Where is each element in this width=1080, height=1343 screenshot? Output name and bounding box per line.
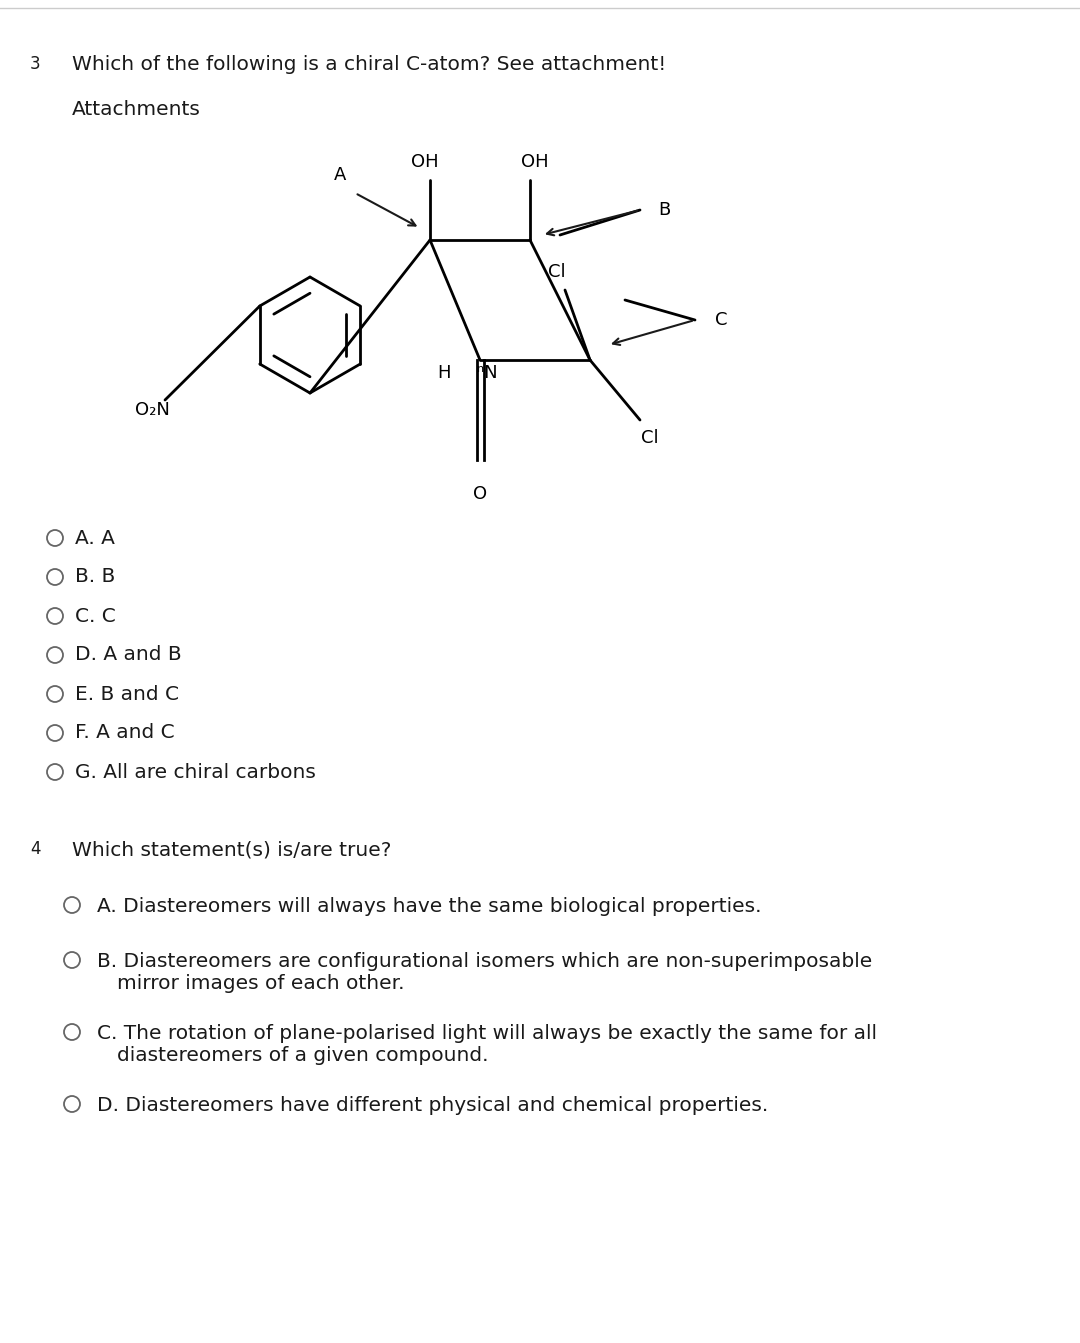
Text: A. A: A. A — [75, 529, 114, 548]
Text: O: O — [473, 485, 487, 504]
Text: C. The rotation of plane-polarised light will always be exactly the same for all: C. The rotation of plane-polarised light… — [97, 1023, 877, 1044]
Text: B. Diastereomers are configurational isomers which are non-superimposable: B. Diastereomers are configurational iso… — [97, 952, 873, 971]
Text: Cl: Cl — [642, 428, 659, 447]
Text: O₂N: O₂N — [135, 402, 170, 419]
Text: B: B — [658, 201, 671, 219]
Text: G. All are chiral carbons: G. All are chiral carbons — [75, 763, 315, 782]
Text: 4: 4 — [30, 839, 41, 858]
Text: B. B: B. B — [75, 568, 116, 587]
Text: Attachments: Attachments — [72, 99, 201, 120]
Text: D. A and B: D. A and B — [75, 646, 181, 665]
Text: 3: 3 — [30, 55, 41, 73]
Text: OH: OH — [411, 153, 438, 171]
Text: diastereomers of a given compound.: diastereomers of a given compound. — [117, 1046, 488, 1065]
Text: Cl: Cl — [549, 263, 566, 281]
Text: C: C — [715, 312, 728, 329]
Text: H: H — [437, 364, 450, 381]
Text: mirror images of each other.: mirror images of each other. — [117, 974, 405, 992]
Text: ⁿN: ⁿN — [477, 364, 498, 381]
Text: Which of the following is a chiral C-atom? See attachment!: Which of the following is a chiral C-ato… — [72, 55, 666, 74]
Text: D. Diastereomers have different physical and chemical properties.: D. Diastereomers have different physical… — [97, 1096, 768, 1115]
Text: A. Diastereomers will always have the same biological properties.: A. Diastereomers will always have the sa… — [97, 897, 761, 916]
Text: C. C: C. C — [75, 607, 116, 626]
Text: A: A — [334, 167, 347, 184]
Text: OH: OH — [522, 153, 549, 171]
Text: E. B and C: E. B and C — [75, 685, 179, 704]
Text: F. A and C: F. A and C — [75, 724, 175, 743]
Text: Which statement(s) is/are true?: Which statement(s) is/are true? — [72, 839, 391, 860]
